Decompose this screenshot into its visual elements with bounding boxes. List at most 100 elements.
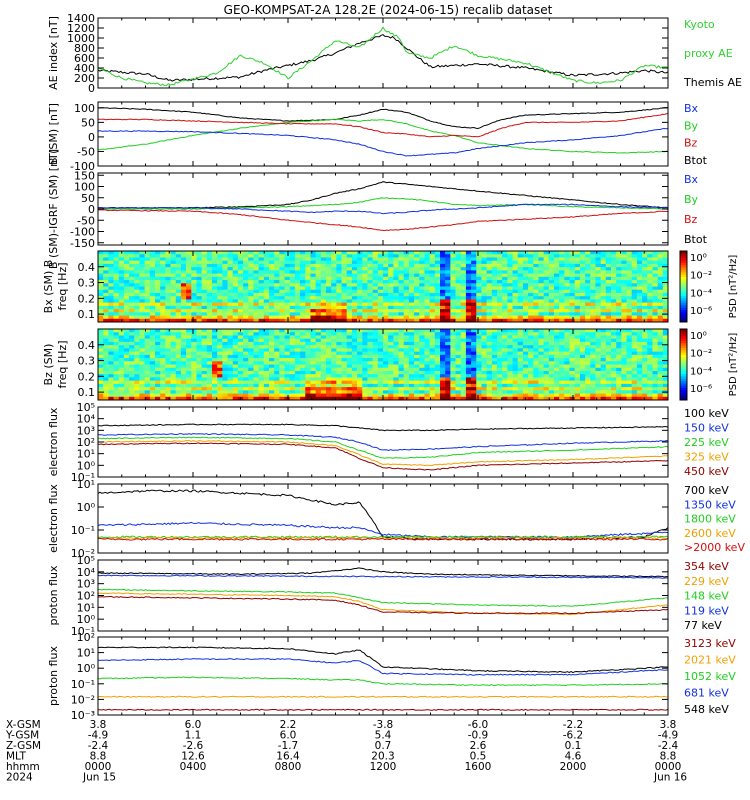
spectrogram-cell — [445, 283, 451, 287]
spectrogram-cell — [237, 358, 244, 362]
spectrogram-cell — [564, 380, 570, 385]
spectrogram-cell — [605, 358, 612, 362]
spectrogram-cell — [569, 354, 576, 359]
spectrogram-cell — [424, 315, 431, 320]
spectrogram-cell — [429, 257, 436, 262]
spectrogram-cell — [253, 276, 260, 281]
spectrogram-cell — [315, 341, 322, 346]
spectrogram-cell — [548, 364, 555, 369]
spectrogram-cell — [564, 341, 570, 346]
spectrogram-cell — [149, 358, 156, 362]
spectrogram-cell — [113, 345, 120, 349]
spectrogram-cell — [118, 315, 125, 320]
spectrogram-cell — [434, 374, 441, 378]
spectrogram-cell — [274, 396, 280, 401]
spectrogram-cell — [367, 345, 374, 349]
spectrogram-cell — [445, 390, 451, 394]
spectrogram-cell — [590, 345, 596, 349]
spectrogram-cell — [341, 257, 348, 262]
spectrogram-cell — [548, 374, 555, 378]
spectrogram-cell — [465, 367, 472, 372]
spectrogram-cell — [398, 318, 405, 323]
spectrogram-cell — [585, 286, 591, 291]
spectrogram-cell — [419, 289, 425, 294]
spectrogram-cell — [258, 309, 265, 313]
spectrogram-cell — [134, 318, 140, 323]
spectrogram-cell — [294, 309, 301, 313]
spectrogram-cell — [476, 396, 482, 401]
spectrogram-cell — [528, 387, 534, 391]
spectrogram-cell — [279, 254, 285, 258]
spectrogram-cell — [595, 296, 602, 300]
spectrogram-cell — [108, 345, 114, 349]
spectrogram-cell — [243, 273, 249, 278]
spectrogram-cell — [590, 260, 596, 265]
spectrogram-cell — [445, 348, 451, 352]
spectrogram-cell — [408, 380, 415, 385]
spectrogram-cell — [579, 335, 586, 340]
spectrogram-cell — [144, 383, 151, 388]
spectrogram-cell — [574, 276, 581, 281]
spectrogram-cell — [351, 393, 358, 398]
spectrogram-cell — [476, 348, 482, 352]
spectrogram-cell — [657, 380, 664, 385]
spectrogram-cell — [642, 393, 648, 398]
spectrogram-cell — [595, 335, 602, 340]
spectrogram-cell — [590, 302, 596, 307]
spectrogram-cell — [279, 289, 285, 294]
spectrogram-cell — [569, 263, 576, 268]
spectrogram-cell — [367, 348, 374, 352]
spectrogram-cell — [155, 254, 161, 258]
spectrogram-cell — [144, 341, 151, 346]
spectrogram-cell — [123, 348, 130, 352]
spectrogram-cell — [450, 370, 456, 375]
spectrogram-cell — [372, 393, 379, 398]
spectrogram-cell — [548, 338, 555, 343]
spectrogram-cell — [465, 380, 472, 385]
colorbar-step — [680, 345, 687, 349]
spectrogram-cell — [377, 361, 384, 365]
spectrogram-cell — [367, 358, 374, 362]
spectrogram-cell — [383, 361, 389, 365]
spectrogram-cell — [502, 335, 508, 340]
spectrogram-cell — [201, 338, 208, 343]
spectrogram-cell — [98, 318, 104, 323]
spectrogram-cell — [279, 393, 285, 398]
spectrogram-cell — [476, 299, 482, 304]
spectrogram-cell — [590, 267, 596, 271]
spectrogram-cell — [201, 299, 208, 304]
spectrogram-cell — [206, 263, 213, 268]
spectrogram-cell — [383, 354, 389, 359]
spectrogram-cell — [424, 305, 431, 310]
spectrogram-cell — [507, 260, 513, 265]
spectrogram-cell — [647, 358, 653, 362]
colorbar-step — [680, 269, 687, 273]
spectrogram-cell — [253, 364, 260, 369]
spectrogram-cell — [434, 309, 441, 313]
spectrogram-cell — [502, 348, 508, 352]
spectrogram-cell — [175, 286, 182, 291]
spectrogram-cell — [144, 312, 151, 316]
spectrogram-cell — [600, 345, 607, 349]
spectrogram-cell — [429, 251, 436, 255]
spectrogram-cell — [175, 367, 182, 372]
spectrogram-cell — [351, 367, 358, 372]
spectrogram-cell — [585, 267, 591, 271]
spectrogram-cell — [248, 302, 254, 307]
spectrogram-cell — [403, 263, 410, 268]
spectrogram-cell — [243, 351, 249, 356]
spectrogram-cell — [269, 251, 275, 255]
spectrogram-cell — [605, 292, 612, 297]
spectrogram-cell — [284, 260, 291, 265]
spectrogram-cell — [279, 273, 285, 278]
spectrogram-cell — [149, 309, 156, 313]
spectrogram-cell — [497, 351, 503, 356]
spectrogram-cell — [253, 345, 260, 349]
spectrogram-cell — [326, 329, 332, 333]
spectrogram-cell — [108, 390, 114, 394]
spectrogram-cell — [165, 251, 171, 255]
spectrogram-cell — [600, 393, 607, 398]
spectrogram-cell — [206, 309, 213, 313]
spectrogram-cell — [548, 273, 555, 278]
spectrogram-cell — [564, 338, 570, 343]
